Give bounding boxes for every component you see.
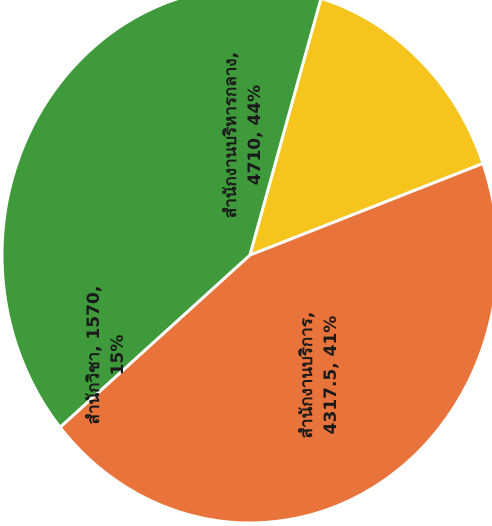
slice-label-academic-line1: สำนักวิชา, 1570, [84, 286, 104, 425]
slice-label-central-admin: สำนักงานบริหารกลาง, 4710, 44% [221, 52, 265, 218]
pie-slice-central-admin [57, 161, 492, 525]
slice-label-academic-line2: 15% [108, 335, 128, 376]
pie-slice-services [0, 0, 323, 430]
slice-label-services: สำนักงานบริการ, 4317.5, 41% [297, 312, 341, 439]
slice-label-central-admin-line2: 4710, 44% [245, 85, 265, 185]
slice-label-central-admin-line1: สำนักงานบริหารกลาง, [221, 52, 241, 218]
slice-label-services-line2: 4317.5, 41% [321, 316, 341, 435]
pie-slice-academic [247, 0, 485, 258]
slice-label-services-line1: สำนักงานบริการ, [297, 312, 317, 439]
slice-label-academic: สำนักวิชา, 1570, 15% [84, 286, 128, 425]
